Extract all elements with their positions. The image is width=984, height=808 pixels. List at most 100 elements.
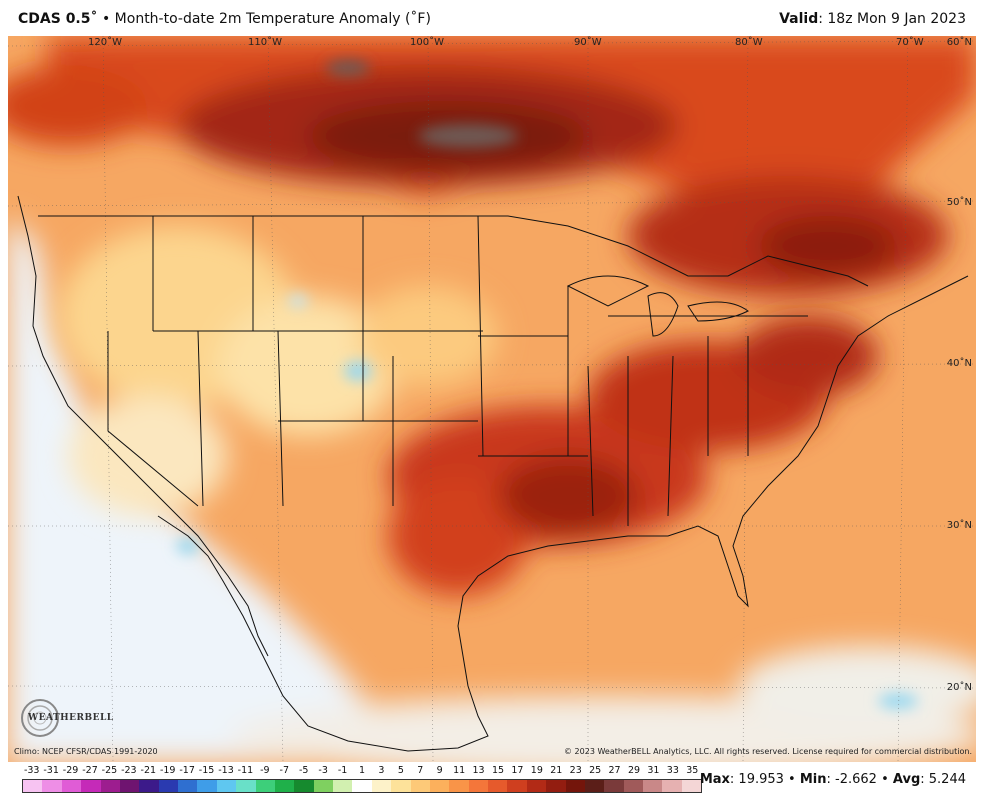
field-stats: Max: 19.953 • Min: -2.662 • Avg: 5.244 [700,772,966,787]
colorbar-swatch [294,780,314,792]
graticule [8,36,976,762]
colorbar-tick-label: -13 [218,765,234,776]
colorbar-tick-label: 9 [436,765,443,776]
colorbar-swatch [643,780,663,792]
extreme-anomaly-blobs [326,60,518,148]
lat-label: 60˚N [946,37,972,48]
colorbar-tick-label: 15 [491,765,505,776]
colorbar-swatch [546,780,566,792]
colorbar-swatch [139,780,159,792]
colorbar-tick-label: -9 [260,765,270,776]
colorbar-tick-label: 33 [666,765,679,776]
colorbar-swatch [255,780,275,792]
colorbar-swatch [158,780,178,792]
logo-swirl-icon [21,699,59,737]
colorbar-tick-label: 1 [358,765,366,776]
avg-value: : 5.244 [920,772,966,787]
cool-anomaly-region [8,216,976,762]
max-value: : 19.953 [729,772,784,787]
weatherbell-logo: WEATHERBELL [14,696,113,740]
colorbar-tick-label: -3 [318,765,328,776]
colorbar-swatch [23,780,43,792]
lon-label: 80˚W [735,37,763,48]
colorbar-tick-label: 25 [589,765,602,776]
colorbar-tick-label: 17 [511,765,524,776]
stats-separator: • [876,772,893,787]
colorbar-tick-label: -5 [298,765,309,776]
lat-label: 50˚N [946,197,972,208]
colorbar-tick-label: -33 [23,765,40,776]
map-header: CDAS 0.5˚ • Month-to-date 2m Temperature… [0,0,984,36]
map-canvas [8,36,976,762]
colorbar-tick-label: 27 [608,765,621,776]
colorbar-swatch [526,780,547,792]
colorbar-swatch [313,780,333,792]
colorbar-swatch [61,780,82,792]
colorbar-tick-label: 21 [550,765,563,776]
map-title: CDAS 0.5˚ • Month-to-date 2m Temperature… [18,11,431,27]
title-bullet: • [101,11,111,27]
boundaries [17,195,969,752]
colorbar-swatch [236,780,256,792]
colorbar-tick-label: 29 [627,765,641,776]
colorbar-swatch [662,780,682,792]
stats-separator: • [783,772,800,787]
avg-label: Avg [892,772,921,787]
colorbar-tick-label: 13 [472,765,485,776]
lat-label: 40˚N [946,358,972,369]
colorbar-tick-label: 7 [417,765,424,776]
model-name: CDAS 0.5˚ [18,11,98,27]
colorbar-swatches [22,779,702,793]
colorbar-swatch [100,780,120,792]
copyright-note: © 2023 WeatherBELL Analytics, LLC. All r… [564,747,972,756]
colorbar-labels: -33 -31 -29 -27 -25 -23 -21 -19 -17 -15 -13 -11 -9 -7… [22,765,702,777]
climo-note: Climo: NCEP CFSR/CDAS 1991-2020 [14,747,158,756]
colorbar-swatch [274,780,295,792]
colorbar-swatch [178,780,198,792]
valid-value: : 18z Mon 9 Jan 2023 [818,11,966,27]
colorbar-tick-label: 23 [569,765,582,776]
anomaly-map[interactable]: 120˚W 110˚W 100˚W 90˚W 80˚W 70˚W 60˚N 50… [8,36,976,762]
colorbar-tick-label: -19 [159,765,176,776]
logo-text: WEATHERBELL [28,713,114,723]
colorbar-tick-label: 11 [453,765,466,776]
product-title: Month-to-date 2m Temperature Anomaly (˚F… [114,11,431,27]
colorbar-tick-label: -21 [140,765,157,776]
lat-label: 30˚N [946,520,972,531]
lon-label: 100˚W [410,37,444,48]
colorbar-swatch [604,780,624,792]
colorbar: -33 -31 -29 -27 -25 -23 -21 -19 -17 -15 -13 -11 -9 -7… [22,765,702,795]
colorbar-swatch [623,780,643,792]
colorbar-swatch [371,780,392,792]
min-label: Min [799,772,827,787]
lon-label: 120˚W [88,37,122,48]
colorbar-swatch [352,780,372,792]
colorbar-swatch [488,780,508,792]
colorbar-swatch [410,780,430,792]
colorbar-swatch [429,780,450,792]
colorbar-tick-label: -1 [337,765,348,776]
max-label: Max [699,772,730,787]
colorbar-swatch [216,780,237,792]
colorbar-tick-label: -23 [121,765,137,776]
colorbar-swatch [681,780,702,792]
colorbar-swatch [449,780,469,792]
colorbar-tick-label: -11 [237,765,254,776]
colorbar-tick-label: 31 [647,765,660,776]
colorbar-tick-label: -31 [43,765,59,776]
colorbar-swatch [119,780,140,792]
min-value: : -2.662 [826,772,877,787]
colorbar-swatch [197,780,217,792]
lat-label: 20˚N [946,682,972,693]
lon-label: 90˚W [574,37,602,48]
lon-label: 70˚W [896,37,924,48]
colorbar-swatch [42,780,62,792]
valid-time: Valid: 18z Mon 9 Jan 2023 [779,11,966,27]
colorbar-tick-label: 5 [397,765,404,776]
colorbar-swatch [584,780,605,792]
cool-pockets [176,295,918,709]
colorbar-tick-label: 35 [686,765,699,776]
colorbar-tick-label: -29 [62,765,79,776]
colorbar-tick-label: -27 [82,765,98,776]
lon-label: 110˚W [248,37,282,48]
